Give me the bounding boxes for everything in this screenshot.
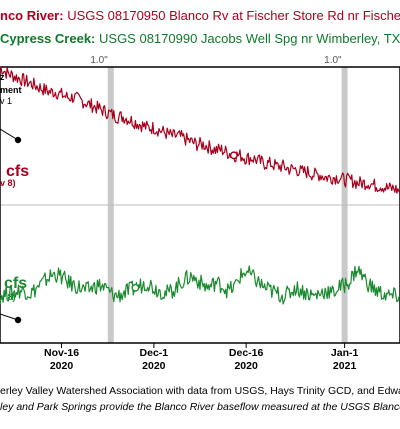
cypress-callout-dot bbox=[14, 316, 22, 324]
cypress-flow-line bbox=[0, 265, 400, 305]
x-tick-year: 2020 bbox=[234, 360, 258, 372]
cypress-header: Cypress Creek: USGS 08170990 Jacobs Well… bbox=[0, 31, 400, 46]
rain-event-label: 1.0" bbox=[324, 55, 342, 66]
blanco-callout-dot bbox=[14, 136, 22, 144]
marker-label-line1: z bbox=[0, 72, 5, 82]
blanco-current-value: cfs bbox=[6, 163, 29, 180]
marker-label-line2: ment bbox=[0, 85, 22, 95]
blanco-header-name: nco River: bbox=[0, 8, 64, 23]
cypress-marker-circle bbox=[131, 283, 140, 292]
plot-frame bbox=[0, 66, 400, 344]
x-tick-year: 2020 bbox=[50, 360, 74, 372]
blanco-flow-line bbox=[0, 66, 400, 194]
blanco-header: nco River: USGS 08170950 Blanco Rv at Fi… bbox=[0, 8, 400, 23]
x-tick-year: 2021 bbox=[333, 360, 357, 372]
blanco-marker-circle bbox=[229, 151, 238, 160]
rain-event-label: 1.0" bbox=[90, 55, 108, 66]
x-tick-label: Jan-1 bbox=[331, 347, 359, 359]
x-tick-label: Dec-1 bbox=[140, 347, 169, 359]
cypress-current-value: cfs bbox=[4, 275, 27, 292]
x-tick-label: Nov-16 bbox=[44, 347, 79, 359]
x-tick-year: 2020 bbox=[142, 360, 166, 372]
note-line: ley and Park Springs provide the Blanco … bbox=[0, 401, 400, 413]
cypress-header-desc: USGS 08170990 Jacobs Well Spg nr Wimberl… bbox=[99, 31, 400, 46]
blanco-callout-line bbox=[0, 128, 19, 141]
x-tick-label: Dec-16 bbox=[229, 347, 264, 359]
blanco-current-date: v 8) bbox=[0, 178, 16, 188]
marker-label-line3: v 1 bbox=[0, 96, 12, 106]
cypress-current-date: v 8) bbox=[0, 292, 16, 302]
blanco-header-desc: USGS 08170950 Blanco Rv at Fischer Store… bbox=[67, 8, 400, 23]
credit-line: erley Valley Watershed Association with … bbox=[0, 385, 400, 397]
cypress-header-name: Cypress Creek: bbox=[0, 31, 96, 46]
